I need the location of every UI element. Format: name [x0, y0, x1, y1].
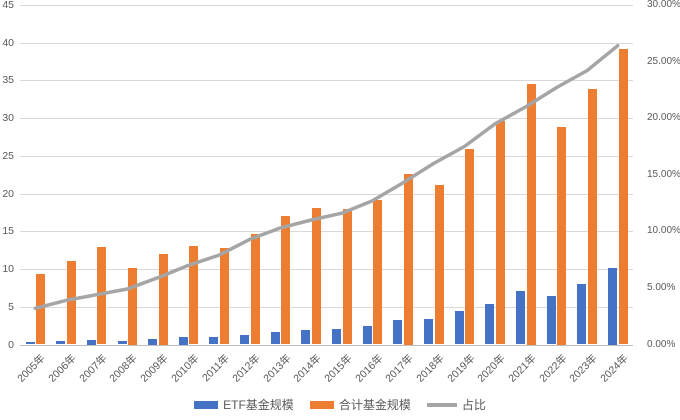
etf-fund-bar — [362, 325, 372, 345]
total-fund-bar — [189, 245, 199, 345]
total-fund-bar — [434, 184, 444, 345]
total-fund-bar — [465, 149, 475, 345]
total-fund-bar — [342, 208, 352, 345]
x-axis-label: 2015年 — [322, 351, 355, 385]
total-fund-bar — [312, 207, 321, 345]
y-axis-right-tick-label: 20.00% — [647, 112, 680, 124]
y-axis-left-tick-label: 10 — [2, 263, 14, 276]
total-fund-bar — [97, 247, 107, 345]
x-axis-label: 2019年 — [444, 351, 478, 385]
total-fund-bar — [128, 267, 138, 345]
etf-fund-bar — [117, 340, 127, 345]
x-axis-label: 2017年 — [383, 351, 416, 385]
etf-fund-bar — [332, 328, 341, 345]
gridline — [20, 344, 633, 346]
y-axis-left-tick-label: 30 — [2, 112, 14, 125]
y-axis-right-tick-label: 5.00% — [647, 281, 676, 293]
total-fund-bar — [158, 254, 168, 345]
gridline — [20, 5, 633, 6]
y-axis-left-tick-label: 15 — [2, 225, 14, 238]
gridline — [20, 306, 633, 308]
gridline — [20, 80, 633, 82]
legend-item-etf: ETF基金规模 — [194, 398, 294, 412]
total-fund-bar — [281, 216, 291, 345]
x-axis-label: 2020年 — [475, 351, 508, 385]
etf-fund-bar — [25, 342, 35, 345]
y-axis-left-tick-label: 45 — [2, 0, 14, 11]
x-axis-label: 2018年 — [414, 351, 447, 385]
total-fund-bar — [526, 83, 536, 345]
etf-fund-bar — [515, 290, 525, 345]
total-fund-bar — [220, 247, 229, 345]
x-axis-label: 2013年 — [260, 351, 294, 385]
y-axis-right-tick-label: 15.00% — [647, 168, 680, 180]
x-axis-label: 2024年 — [598, 351, 631, 385]
total-fund-bar — [587, 88, 597, 345]
x-axis-label: 2010年 — [168, 351, 202, 385]
y-axis-left-tick-label: 25 — [2, 149, 14, 162]
etf-fund-bar — [178, 337, 188, 345]
gridline — [20, 193, 633, 195]
x-axis-label: 2006年 — [46, 351, 79, 385]
x-axis-label: 2023年 — [567, 351, 600, 385]
y-axis-left-tick-label: 0 — [8, 338, 14, 351]
gridline — [20, 42, 633, 44]
y-axis-right-tick-label: 10.00% — [647, 225, 680, 237]
x-axis-label: 2021年 — [506, 351, 539, 385]
legend: ETF基金规模 合计基金规模 占比 — [0, 398, 680, 412]
legend-swatch-etf — [194, 401, 219, 409]
total-fund-bar — [403, 174, 413, 345]
legend-label-total: 合计基金规模 — [338, 398, 411, 412]
y-axis-right-tick-label: 25.00% — [647, 55, 680, 67]
legend-label-ratio: 占比 — [461, 398, 486, 412]
total-fund-bar — [36, 273, 46, 345]
legend-item-ratio: 占比 — [426, 398, 486, 412]
total-fund-bar — [373, 199, 383, 345]
y-axis-left-tick-label: 5 — [8, 300, 14, 313]
total-fund-bar — [618, 48, 628, 345]
x-axis-label: 2005年 — [15, 351, 49, 385]
gridline — [20, 231, 633, 233]
etf-fund-bar — [209, 336, 219, 345]
etf-fund-bar — [607, 267, 617, 345]
y-axis-right-tick-label: 30.00% — [647, 0, 680, 10]
etf-fund-bar — [577, 284, 587, 345]
etf-fund-bar — [86, 340, 96, 345]
y-axis-left-tick-label: 40 — [2, 36, 14, 49]
etf-fund-bar — [393, 319, 403, 345]
legend-item-total: 合计基金规模 — [309, 398, 411, 412]
etf-fund-bar — [424, 318, 433, 345]
etf-fund-bar — [148, 338, 158, 345]
x-axis-label: 2016年 — [352, 351, 386, 385]
total-fund-bar — [66, 260, 76, 345]
etf-fund-bar — [240, 334, 250, 345]
etf-fund-bar — [454, 311, 464, 345]
x-axis-label: 2022年 — [536, 351, 570, 385]
total-fund-bar — [557, 126, 567, 345]
total-fund-bar — [495, 121, 505, 345]
gridline — [20, 118, 633, 120]
etf-fund-bar — [56, 341, 66, 345]
gridline — [20, 155, 633, 157]
total-fund-bar — [250, 233, 260, 345]
etf-fund-bar — [301, 330, 311, 345]
etf-fund-bar — [546, 296, 556, 345]
y-axis-left-tick-label: 35 — [2, 74, 14, 87]
x-axis-label: 2012年 — [230, 351, 263, 385]
gridline — [20, 269, 633, 271]
etf-fund-bar — [270, 331, 280, 345]
x-axis-label: 2011年 — [200, 351, 232, 384]
etf-fund-bar — [485, 303, 495, 345]
y-axis-right-tick-label: 0.00% — [647, 338, 676, 350]
x-axis-label: 2009年 — [138, 351, 171, 385]
x-axis-label: 2008年 — [107, 351, 141, 385]
x-axis-label: 2007年 — [76, 351, 110, 385]
legend-label-etf: ETF基金规模 — [223, 398, 294, 412]
legend-swatch-total — [309, 401, 334, 409]
legend-swatch-ratio-line — [426, 403, 457, 407]
y-axis-left-tick-label: 20 — [2, 187, 14, 200]
x-axis-label: 2014年 — [291, 351, 324, 385]
